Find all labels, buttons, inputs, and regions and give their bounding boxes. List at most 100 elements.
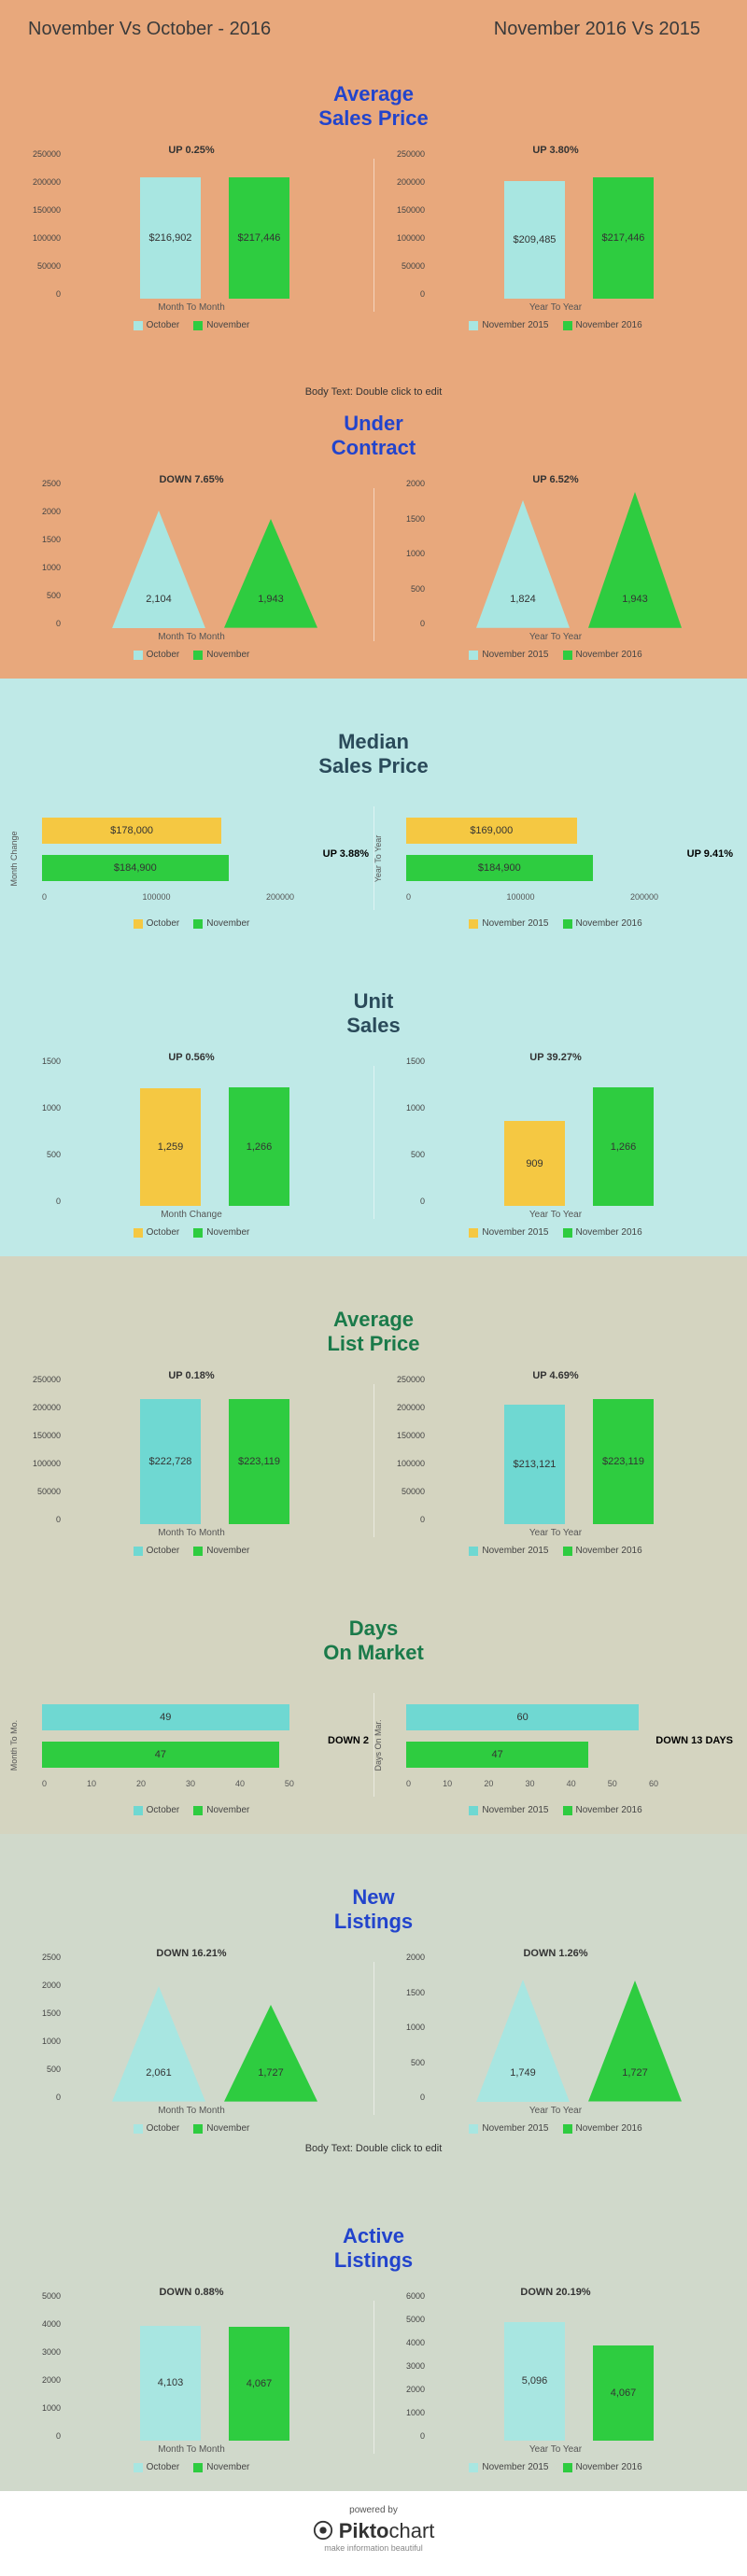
x-axis: 0100000200000 <box>42 892 294 902</box>
section-new-listings: NewListings DOWN 16.21% 2500200015001000… <box>0 1834 747 2182</box>
legend-item: October <box>134 320 180 330</box>
legend-item: November 2016 <box>563 1805 642 1815</box>
chart-legend: October November <box>19 650 364 660</box>
triangle-a: 1,749 <box>481 1980 565 2102</box>
legend-item: October <box>134 1227 180 1238</box>
chart-legend: OctoberNovember <box>19 918 364 929</box>
x-axis-label: Month To Month <box>19 632 364 642</box>
hbar-chart: Month Change $178,000 $184,900 UP 3.88% … <box>19 797 364 929</box>
chart-legend: OctoberNovember <box>19 320 364 330</box>
chart-pair: Month Change $178,000 $184,900 UP 3.88% … <box>19 797 728 929</box>
x-axis-label: Month To Month <box>19 1528 364 1538</box>
section-title: ActiveListings <box>19 2224 728 2273</box>
hbar-chart: Year To Year $169,000 $184,900 UP 9.41% … <box>383 797 728 929</box>
y-axis: 2000150010005000 <box>383 1953 425 2102</box>
bar-b: 1,266 <box>229 1087 289 1206</box>
chart-pair: DOWN 7.65% 25002000150010005000 2,104 1,… <box>19 479 728 660</box>
legend-item: November 2015 <box>469 1805 548 1815</box>
hbar-chart: Days On Mar. 60 47 DOWN 13 DAYS 01020304… <box>383 1684 728 1815</box>
y-axis: 500040003000200010000 <box>19 2291 61 2441</box>
bar-a: 4,103 <box>140 2326 201 2441</box>
section-median-sales-price: MedianSales Price Month Change $178,000 … <box>0 679 747 947</box>
legend-item: November 2015 <box>469 320 548 330</box>
chart-pair: UP 0.56% 150010005000 1,259 1,266 Month … <box>19 1057 728 1238</box>
body-text: Body Text: Double click to edit <box>19 2143 728 2154</box>
section-under-contract: Body Text: Double click to edit UnderCont… <box>0 349 747 679</box>
body-text: Body Text: Double click to edit <box>19 386 728 398</box>
legend-item: October <box>134 650 180 660</box>
triangle-b: 1,943 <box>229 519 313 628</box>
bar-b: $217,446 <box>229 177 289 299</box>
section-title: AverageSales Price <box>19 82 728 131</box>
x-axis-label: Month To Month <box>19 2444 364 2455</box>
hbar-b: 47 <box>42 1742 279 1768</box>
y-axis: 6000500040003000200010000 <box>383 2291 425 2441</box>
y-axis: 150010005000 <box>383 1057 425 1206</box>
bar-chart: UP 4.69% 250000200000150000100000500000 … <box>383 1375 728 1556</box>
section-active-listings: ActiveListings DOWN 0.88% 50004000300020… <box>0 2182 747 2491</box>
header-left: November Vs October - 2016 <box>28 19 364 40</box>
legend-item: October <box>134 1805 180 1815</box>
hbar-b: $184,900 <box>42 855 229 881</box>
chart-legend: November 2015November 2016 <box>383 320 728 330</box>
y-axis: 250000200000150000100000500000 <box>383 149 425 299</box>
section-days-on-market: DaysOn Market Month To Mo. 49 47 DOWN 2 … <box>0 1575 747 1834</box>
legend-item: November <box>193 1805 249 1815</box>
triangle-b: 1,727 <box>593 1981 677 2102</box>
triangle-chart: DOWN 1.26% 2000150010005000 1,749 1,727 … <box>383 1953 728 2134</box>
chart-legend: OctoberNovember <box>19 1546 364 1556</box>
y-axis: 25002000150010005000 <box>19 1953 61 2102</box>
y-axis: 250000200000150000100000500000 <box>19 1375 61 1524</box>
legend-item: November 2015 <box>469 650 548 660</box>
change-label: DOWN 2 <box>328 1735 369 1746</box>
bar-b: 1,266 <box>593 1087 654 1206</box>
x-axis: 0100000200000 <box>406 892 658 902</box>
section-title: MedianSales Price <box>19 730 728 778</box>
bar-chart: UP 0.18% 250000200000150000100000500000 … <box>19 1375 364 1556</box>
y-axis: 25002000150010005000 <box>19 479 61 628</box>
legend-item: November <box>193 650 249 660</box>
legend-item: November 2016 <box>563 2123 642 2134</box>
section-title: UnderContract <box>19 412 728 460</box>
legend-item: October <box>134 2123 180 2134</box>
x-axis-label: Month To Month <box>19 2106 364 2116</box>
axis-label: Days On Mar. <box>374 1719 383 1771</box>
legend-item: November 2016 <box>563 1546 642 1556</box>
bar-b: 4,067 <box>593 2345 654 2441</box>
legend-item: October <box>134 2462 180 2472</box>
bar-chart: UP 3.80% 250000200000150000100000500000 … <box>383 149 728 330</box>
chart-pair: DOWN 0.88% 500040003000200010000 4,103 4… <box>19 2291 728 2472</box>
change-label: UP 3.88% <box>323 848 369 860</box>
x-axis-label: Year To Year <box>383 1528 728 1538</box>
axis-label: Year To Year <box>374 835 383 883</box>
bar-a: 909 <box>504 1121 565 1206</box>
bar-a: $213,121 <box>504 1405 565 1524</box>
triangle-b: 1,727 <box>229 2005 313 2102</box>
x-axis-label: Month To Month <box>19 302 364 313</box>
footer: powered by Piktochart make information b… <box>0 2491 747 2576</box>
y-axis: 150010005000 <box>19 1057 61 1206</box>
bar-chart: UP 0.56% 150010005000 1,259 1,266 Month … <box>19 1057 364 1238</box>
x-axis-label: Year To Year <box>383 2444 728 2455</box>
legend-item: November <box>193 1546 249 1556</box>
legend-item: November <box>193 2123 249 2134</box>
triangle-b: 1,943 <box>593 492 677 628</box>
hbar-b: $184,900 <box>406 855 593 881</box>
y-axis: 2000150010005000 <box>383 479 425 628</box>
chart-legend: OctoberNovember <box>19 1227 364 1238</box>
section-title: DaysOn Market <box>19 1617 728 1665</box>
legend-item: November <box>193 2462 249 2472</box>
chart-legend: November 2015November 2016 <box>383 1546 728 1556</box>
bar-chart: UP 39.27% 150010005000 909 1,266 Year To… <box>383 1057 728 1238</box>
infographic-root: November Vs October - 2016November 2016 … <box>0 0 747 2491</box>
chart-legend: November 2015November 2016 <box>383 918 728 929</box>
legend-item: October <box>134 918 180 929</box>
bar-b: $223,119 <box>593 1399 654 1524</box>
chart-legend: November 2015November 2016 <box>383 650 728 660</box>
legend-item: November 2015 <box>469 918 548 929</box>
bar-a: $222,728 <box>140 1399 201 1524</box>
triangle-chart: DOWN 16.21% 25002000150010005000 2,061 1… <box>19 1953 364 2134</box>
chart-legend: November 2015November 2016 <box>383 2123 728 2134</box>
legend-item: November 2016 <box>563 2462 642 2472</box>
triangle-a: 2,061 <box>117 1986 201 2102</box>
